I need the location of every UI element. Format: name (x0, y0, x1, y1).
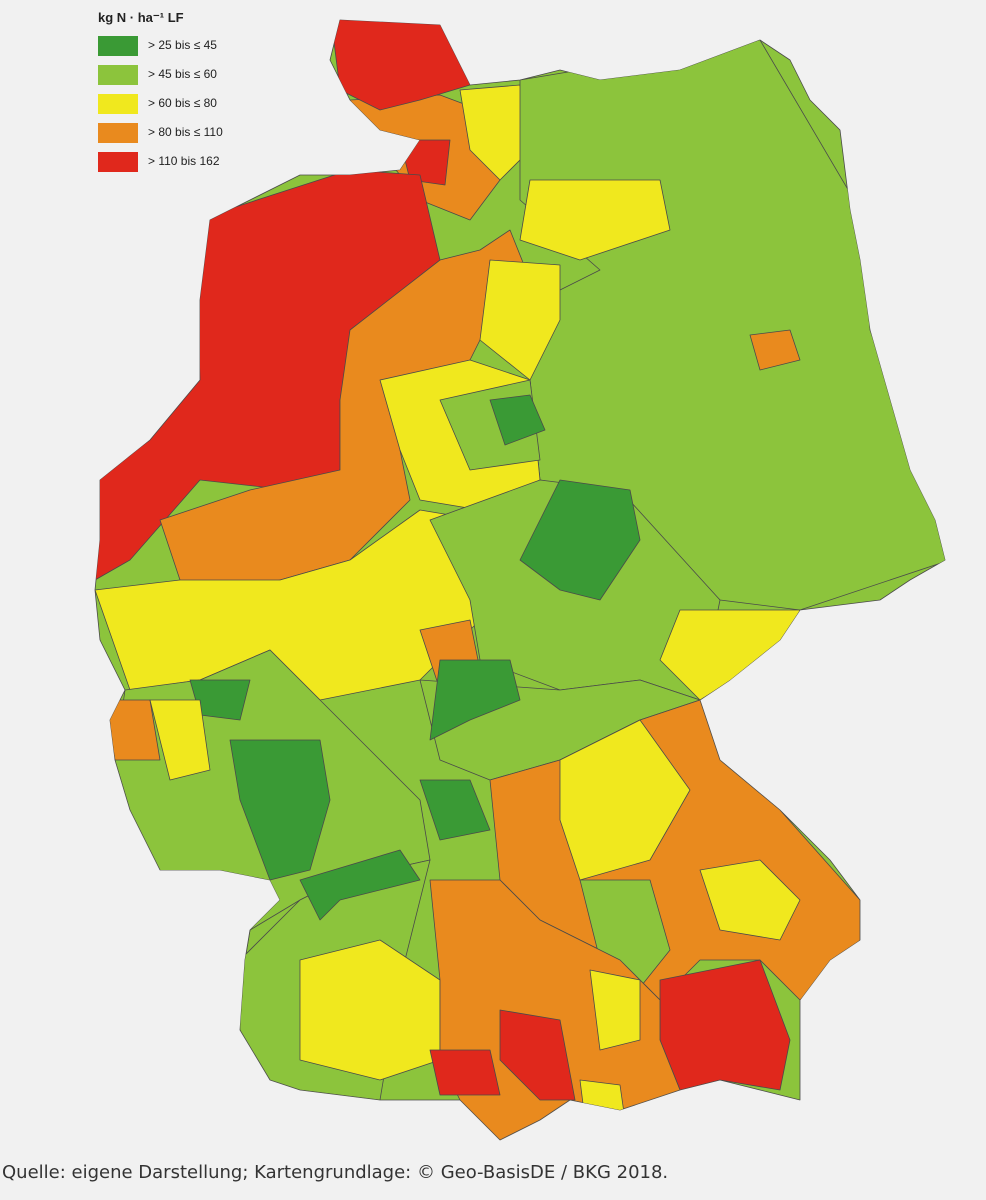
legend-label: > 80 bis ≤ 110 (148, 125, 223, 139)
region (459, 84, 531, 181)
legend-label: > 25 bis ≤ 45 (148, 38, 217, 52)
source-note: Quelle: eigene Darstellung; Kartengrundl… (2, 1162, 668, 1183)
region (589, 969, 641, 1051)
region (149, 699, 211, 781)
region (479, 259, 561, 381)
germany-map (94, 19, 946, 1141)
region (419, 779, 491, 841)
region (429, 1049, 501, 1096)
legend-label: > 45 bis ≤ 60 (148, 67, 217, 81)
region (519, 479, 641, 601)
legend-swatch (98, 65, 138, 85)
region (159, 229, 531, 601)
region (749, 329, 801, 371)
region (229, 739, 331, 881)
legend-label: > 60 bis ≤ 80 (148, 96, 217, 110)
regions (95, 20, 945, 1140)
region (499, 1009, 576, 1101)
legend: kg N · ha⁻¹ LF > 25 bis ≤ 45 > 45 bis ≤ 6… (98, 10, 223, 172)
legend-swatch (98, 152, 138, 172)
legend-label: > 110 bis 162 (148, 154, 220, 168)
legend-title: kg N · ha⁻¹ LF (98, 10, 184, 25)
region (299, 849, 421, 921)
legend-swatch (98, 94, 138, 114)
legend-swatch (98, 123, 138, 143)
region (489, 394, 546, 446)
region (579, 879, 671, 1001)
legend-swatch (98, 36, 138, 56)
region (399, 139, 451, 186)
region (559, 719, 691, 881)
region (519, 179, 671, 261)
region (579, 1079, 626, 1121)
region (104, 699, 161, 761)
region (699, 859, 801, 941)
region (429, 659, 521, 741)
